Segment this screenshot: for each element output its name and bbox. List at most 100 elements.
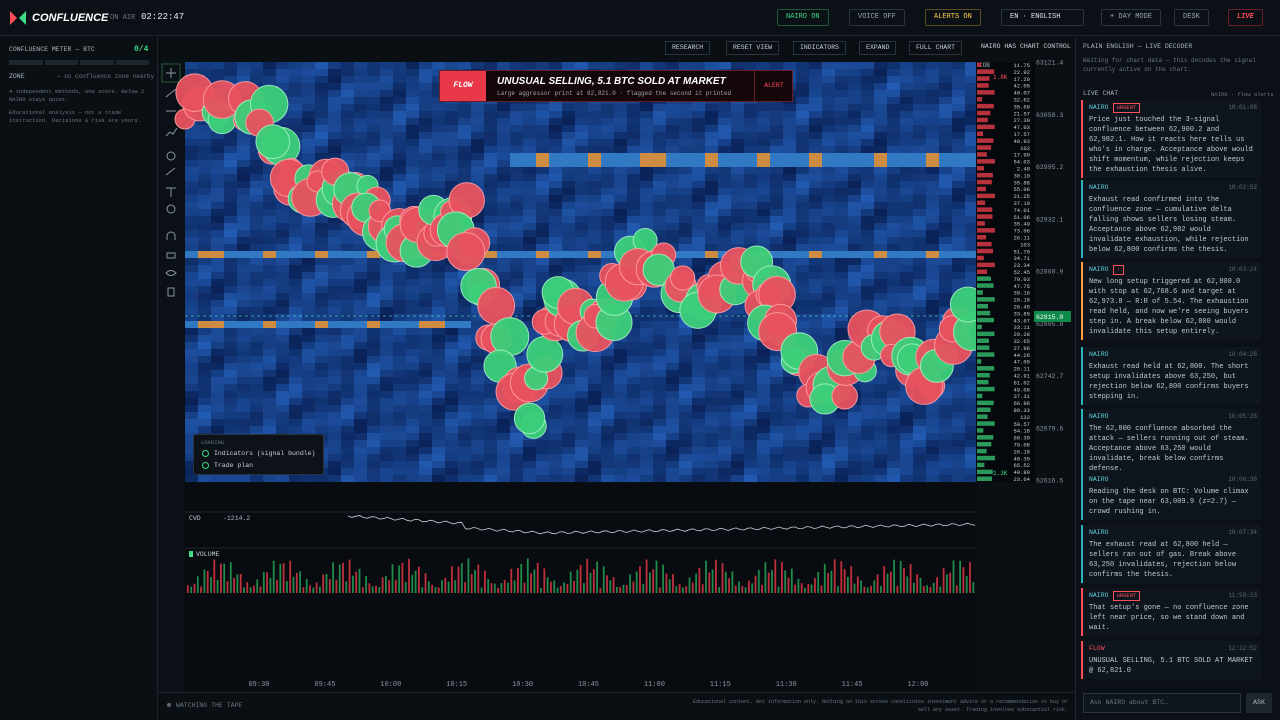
heatmap-cell — [341, 244, 354, 251]
volume-bar — [883, 565, 886, 593]
alerts-toggle[interactable]: ALERTS ON — [925, 9, 981, 26]
heatmap-cell — [328, 76, 341, 83]
heatmap-cell — [705, 160, 718, 167]
heatmap-cell — [224, 132, 237, 139]
heatmap-cell — [432, 139, 445, 146]
heatmap-cell — [614, 188, 627, 195]
heatmap-cell — [653, 349, 666, 356]
indicators-button[interactable]: INDICATORS — [793, 41, 847, 55]
heatmap-cell — [549, 475, 562, 482]
heatmap-cell — [666, 377, 679, 384]
heatmap-cell — [926, 216, 939, 223]
heatmap-cell — [341, 132, 354, 139]
heatmap-cell — [822, 265, 835, 272]
research-button[interactable]: RESEARCH — [665, 41, 711, 55]
heatmap-cell — [406, 104, 419, 111]
ask-button[interactable]: ASK — [1246, 693, 1272, 713]
day-mode[interactable]: ☀ DAY MODE — [1101, 9, 1162, 26]
heatmap-cell — [718, 447, 731, 454]
heatmap-cell — [523, 461, 536, 468]
heatmap-cell — [666, 349, 679, 356]
heatmap-cell — [562, 167, 575, 174]
heatmap-cell — [796, 447, 809, 454]
volume-bar — [622, 584, 625, 593]
language-select[interactable]: EN · ENGLISH — [1001, 9, 1084, 26]
heatmap-cell — [328, 279, 341, 286]
heatmap-cell — [757, 139, 770, 146]
heatmap-cell — [575, 237, 588, 244]
heatmap-cell — [952, 160, 965, 167]
heatmap-cell — [796, 83, 809, 90]
heatmap-cell — [965, 62, 978, 69]
heatmap-cell — [770, 405, 783, 412]
heatmap-cell — [510, 251, 523, 258]
heatmap-cell — [406, 356, 419, 363]
heatmap-cell — [354, 258, 367, 265]
heatmap-cell — [666, 62, 679, 69]
heatmap-cell — [406, 468, 419, 475]
heatmap-cell — [601, 62, 614, 69]
heatmap-cell — [341, 118, 354, 125]
volume-bar — [203, 569, 206, 593]
heatmap-cell — [887, 244, 900, 251]
desk[interactable]: DESK — [1174, 9, 1209, 26]
heatmap-cell — [289, 62, 302, 69]
heatmap-cell — [965, 237, 978, 244]
heatmap-cell — [822, 468, 835, 475]
heatmap-cell — [562, 174, 575, 181]
voice-toggle[interactable]: VOICE OFF — [849, 9, 905, 26]
full-chart-button[interactable]: FULL CHART — [909, 41, 963, 55]
heatmap-cell — [549, 272, 562, 279]
nairo-toggle[interactable]: NAIRO ON — [777, 9, 829, 26]
heatmap-cell — [588, 356, 601, 363]
volume-bar — [777, 586, 780, 593]
heatmap-cell — [549, 223, 562, 230]
heatmap-cell — [224, 286, 237, 293]
heatmap-cell — [952, 272, 965, 279]
heatmap-cell — [718, 230, 731, 237]
volume-bar — [434, 586, 437, 593]
heatmap-cell — [731, 195, 744, 202]
heatmap-cell — [614, 391, 627, 398]
heatmap-cell — [913, 118, 926, 125]
flow-alert-button[interactable]: ALERT — [754, 71, 793, 101]
chat-subtitle: NAIRO · flow alerts — [1211, 91, 1274, 98]
live[interactable]: LIVE — [1228, 9, 1263, 26]
expand-button[interactable]: EXPAND — [859, 41, 897, 55]
volume-bar — [229, 562, 232, 593]
heatmap-cell — [744, 454, 757, 461]
heatmap-cell — [952, 454, 965, 461]
heatmap-cell — [328, 335, 341, 342]
volume-bar — [388, 580, 391, 593]
heatmap-cell — [536, 216, 549, 223]
heatmap-cell — [952, 76, 965, 83]
heatmap-cell — [926, 461, 939, 468]
heatmap-cell — [328, 433, 341, 440]
heatmap-cell — [627, 398, 640, 405]
heatmap-cell — [718, 181, 731, 188]
heatmap-cell — [419, 440, 432, 447]
heatmap-cell — [250, 146, 263, 153]
heatmap-cell — [224, 328, 237, 335]
heatmap-cell — [224, 146, 237, 153]
heatmap-cell — [900, 202, 913, 209]
heatmap-cell — [666, 125, 679, 132]
heatmap-cell — [575, 223, 588, 230]
heatmap-cell — [614, 104, 627, 111]
heatmap-cell — [965, 104, 978, 111]
heatmap-cell — [848, 188, 861, 195]
heatmap-cell — [770, 118, 783, 125]
volume-label: VOLUME — [196, 551, 220, 558]
heatmap-cell — [588, 258, 601, 265]
heatmap-cell — [627, 475, 640, 482]
heatmap-cell — [926, 468, 939, 475]
trade-bubble — [446, 232, 486, 272]
heatmap-cell — [432, 440, 445, 447]
chat-input[interactable]: Ask NAIRO about BTC… — [1083, 693, 1241, 713]
heatmap-cell — [393, 370, 406, 377]
heatmap-cell — [835, 69, 848, 76]
heatmap-cell — [328, 153, 341, 160]
heatmap-cell — [224, 251, 237, 258]
reset-view-button[interactable]: RESET VIEW — [726, 41, 780, 55]
heatmap-cell — [900, 244, 913, 251]
